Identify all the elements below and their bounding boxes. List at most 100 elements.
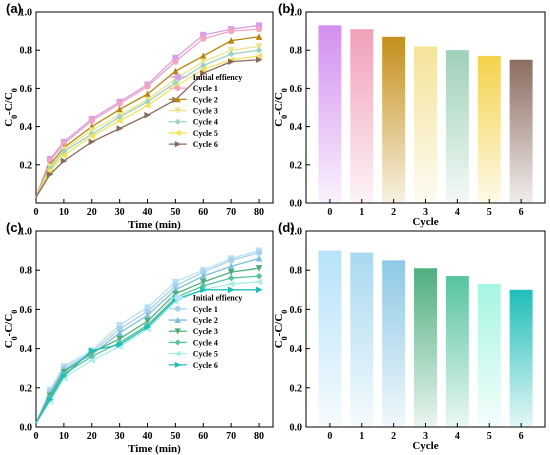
legend-label: Cycle 3 bbox=[193, 327, 218, 336]
bar bbox=[445, 50, 469, 204]
y-tick-label: 1.0 bbox=[20, 8, 33, 19]
y-axis-label: C0-C/C0 bbox=[3, 310, 19, 349]
bar bbox=[350, 252, 374, 427]
data-point bbox=[255, 56, 263, 64]
data-point bbox=[174, 350, 181, 357]
series-line bbox=[35, 289, 260, 424]
series-line bbox=[35, 251, 260, 424]
series bbox=[35, 254, 263, 424]
series bbox=[35, 26, 263, 198]
data-point bbox=[255, 286, 263, 294]
x-tick-label: 70 bbox=[226, 431, 236, 442]
x-axis-label: Cycle bbox=[412, 216, 438, 228]
y-tick-label: 0.6 bbox=[290, 305, 303, 316]
series bbox=[35, 265, 263, 424]
x-tick-label: 4 bbox=[455, 431, 460, 442]
data-point bbox=[88, 132, 95, 140]
data-point bbox=[174, 129, 181, 137]
x-tick-label: 0 bbox=[327, 431, 332, 442]
data-point bbox=[228, 286, 235, 294]
x-axis-label: Time (min) bbox=[128, 443, 181, 455]
bar-chart-panel: (d) 0 1 2 3 4 5 6 0.0 0.2 0.4 0.6 0.8 1.0 Cycle C0-C/C0 bbox=[273, 220, 546, 452]
bar-chart-panel: (b) 0 1 2 3 4 5 6 0.0 0.2 0.4 0.6 0.8 1.0 Cycle C0-C/C0 bbox=[273, 1, 546, 228]
data-point bbox=[255, 254, 263, 262]
legend-label: Cycle 4 bbox=[193, 338, 218, 347]
bar bbox=[350, 29, 374, 203]
line-chart-panel: (c) 0 10 20 30 40 50 60 70 80 0.0 0.2 0.4 0.6 0.8 1.0 Ti… bbox=[3, 220, 274, 455]
data-point bbox=[116, 341, 124, 348]
y-tick-label: 0.4 bbox=[20, 344, 33, 355]
x-axis-label: Cycle bbox=[412, 440, 438, 452]
legend-label: Cycle 5 bbox=[193, 129, 218, 138]
series bbox=[35, 247, 263, 424]
x-tick-label: 3 bbox=[423, 207, 428, 218]
x-tick-label: 1 bbox=[359, 207, 364, 218]
x-tick-label: 10 bbox=[59, 207, 69, 218]
x-tick-label: 30 bbox=[115, 431, 125, 442]
line-chart-panel: (a) 0 10 20 30 40 50 60 70 80 0.2 0.4 0.6 0.8 1.0 Time … bbox=[3, 1, 274, 231]
data-point bbox=[172, 67, 179, 75]
y-tick-label: 0.8 bbox=[20, 266, 33, 277]
data-point bbox=[174, 305, 181, 312]
data-point bbox=[144, 323, 152, 331]
series bbox=[35, 43, 263, 198]
data-point bbox=[255, 26, 263, 33]
y-tick-label: 1.0 bbox=[290, 227, 303, 238]
series-line bbox=[35, 45, 260, 198]
x-axis-label: Time (min) bbox=[128, 219, 181, 231]
x-tick-label: 0 bbox=[327, 207, 332, 218]
panel-label: (d) bbox=[278, 220, 295, 235]
bar bbox=[445, 276, 469, 427]
data-point bbox=[174, 316, 181, 323]
legend-label: Initial effiency bbox=[193, 73, 243, 82]
y-tick-label: 1.0 bbox=[20, 227, 33, 238]
plot-frame bbox=[35, 11, 274, 204]
data-point bbox=[200, 52, 207, 60]
y-tick-label: 1.0 bbox=[290, 8, 303, 19]
data-point bbox=[144, 102, 151, 109]
data-point bbox=[174, 74, 181, 80]
data-point bbox=[228, 58, 235, 65]
data-point bbox=[116, 125, 124, 132]
bar bbox=[382, 260, 406, 427]
data-point bbox=[88, 357, 95, 364]
data-point bbox=[46, 396, 54, 403]
series-line bbox=[35, 249, 260, 424]
series bbox=[35, 249, 263, 424]
data-point bbox=[200, 69, 207, 77]
x-tick-label: 20 bbox=[87, 207, 97, 218]
series bbox=[35, 52, 263, 198]
data-point bbox=[200, 35, 207, 42]
data-point bbox=[60, 372, 68, 380]
data-point bbox=[255, 272, 263, 280]
data-point bbox=[227, 280, 235, 288]
y-tick-label: 0.2 bbox=[20, 383, 33, 394]
data-point bbox=[174, 118, 181, 125]
data-point bbox=[255, 265, 263, 272]
legend-label: Cycle 2 bbox=[193, 95, 218, 104]
data-point bbox=[88, 117, 95, 124]
data-point bbox=[228, 257, 235, 264]
x-tick-label: 60 bbox=[198, 207, 208, 218]
series-line bbox=[35, 59, 260, 198]
x-tick-label: 70 bbox=[226, 207, 236, 218]
x-tick-label: 5 bbox=[487, 431, 492, 442]
x-tick-label: 2 bbox=[391, 207, 396, 218]
data-point bbox=[46, 167, 54, 174]
legend-label: Cycle 5 bbox=[193, 350, 218, 359]
y-tick-label: 0.4 bbox=[20, 122, 33, 133]
legend-label: Cycle 4 bbox=[193, 118, 218, 127]
data-point bbox=[60, 151, 67, 159]
data-point bbox=[172, 58, 179, 65]
x-tick-label: 4 bbox=[455, 207, 460, 218]
x-tick-label: 40 bbox=[143, 207, 153, 218]
series-line bbox=[35, 49, 260, 198]
y-tick-label: 0.6 bbox=[20, 84, 33, 95]
data-point bbox=[174, 96, 181, 103]
x-tick-label: 10 bbox=[59, 431, 69, 442]
x-tick-label: 80 bbox=[254, 431, 264, 442]
legend-label: Cycle 6 bbox=[193, 361, 218, 370]
legend: Initial effiency Cycle 1 Cycle 2 Cycle 3 Cyc… bbox=[168, 73, 243, 149]
data-point bbox=[255, 52, 263, 60]
bar bbox=[477, 55, 501, 204]
